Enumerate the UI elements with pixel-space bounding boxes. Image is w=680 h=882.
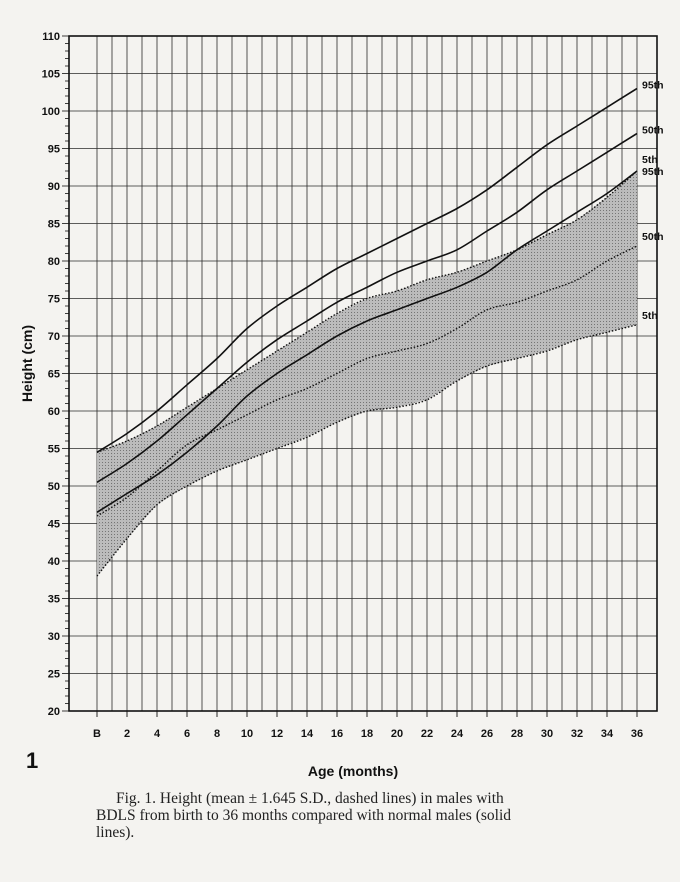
normal-50th-series-label: 50th (642, 125, 664, 137)
x-tick-label: 6 (184, 728, 190, 740)
figure-caption: Fig. 1. Height (mean ± 1.645 S.D., dashe… (96, 790, 596, 841)
normal-50th-percentile-line (96, 132, 638, 483)
y-tick-label: 45 (48, 519, 60, 531)
bdls-5th-percentile-line (96, 324, 638, 577)
x-axis-title: Age (months) (308, 763, 398, 779)
bdls-95th-percentile-line (96, 170, 638, 453)
normal-5th-percentile-line (96, 170, 638, 513)
normal-95th-series-label: 95th (642, 80, 664, 92)
x-tick-label: 16 (331, 728, 343, 740)
normal-95th-percentile-line (96, 87, 638, 453)
bdls-5th-series-label: 5th (642, 310, 658, 322)
x-tick-label: 20 (391, 728, 403, 740)
y-tick-label: 25 (48, 669, 60, 681)
shaded-range-band (97, 171, 637, 576)
y-axis-title: Height (cm) (19, 325, 35, 402)
caption-line: Fig. 1. Height (mean ± 1.645 S.D., dashe… (116, 790, 504, 807)
caption-line: BDLS from birth to 36 months compared wi… (96, 807, 512, 824)
tick-labels: 2025303540455055606570758085909510010511… (19, 31, 664, 779)
x-tick-label: 2 (124, 728, 130, 740)
x-tick-label: 24 (451, 728, 464, 740)
bdls-50th-series-label: 50th (642, 231, 664, 243)
y-tick-label: 70 (48, 331, 60, 343)
normal-5th-series-label: 5th (642, 154, 658, 166)
x-tick-label: 30 (541, 728, 553, 740)
bdls-50th-percentile-line (96, 245, 638, 517)
y-tick-label: 40 (48, 556, 60, 568)
x-tick-label: 18 (361, 728, 373, 740)
y-tick-label: 110 (42, 31, 60, 43)
y-tick-label: 95 (48, 144, 60, 156)
y-tick-label: 90 (48, 181, 60, 193)
y-tick-label: 50 (48, 481, 60, 493)
x-tick-label: 36 (631, 728, 643, 740)
y-tick-label: 80 (48, 256, 60, 268)
x-tick-label: 34 (601, 728, 614, 740)
y-tick-label: 75 (48, 294, 60, 306)
x-tick-label: 10 (241, 728, 253, 740)
x-tick-label: B (93, 728, 101, 740)
y-tick-label: 100 (42, 106, 60, 118)
y-tick-label: 35 (48, 594, 60, 606)
y-tick-label: 30 (48, 631, 60, 643)
y-tick-label: 20 (48, 706, 60, 718)
x-tick-label: 8 (214, 728, 220, 740)
y-tick-label: 65 (48, 369, 60, 381)
x-tick-label: 32 (571, 728, 583, 740)
series-lines (96, 87, 638, 577)
x-tick-label: 14 (301, 728, 314, 740)
y-tick-label: 55 (48, 444, 60, 456)
y-tick-label: 105 (42, 69, 60, 81)
y-tick-label: 60 (48, 406, 60, 418)
x-tick-label: 4 (154, 728, 161, 740)
bdls-95th-series-label: 95th (642, 166, 664, 178)
figure-number: 1 (26, 748, 39, 773)
y-tick-label: 85 (48, 219, 60, 231)
x-tick-label: 28 (511, 728, 523, 740)
axes (62, 35, 658, 717)
x-tick-label: 12 (271, 728, 283, 740)
caption-line: lines). (96, 824, 135, 841)
x-tick-label: 26 (481, 728, 493, 740)
bdls-range-band (97, 171, 637, 576)
x-tick-label: 22 (421, 728, 433, 740)
